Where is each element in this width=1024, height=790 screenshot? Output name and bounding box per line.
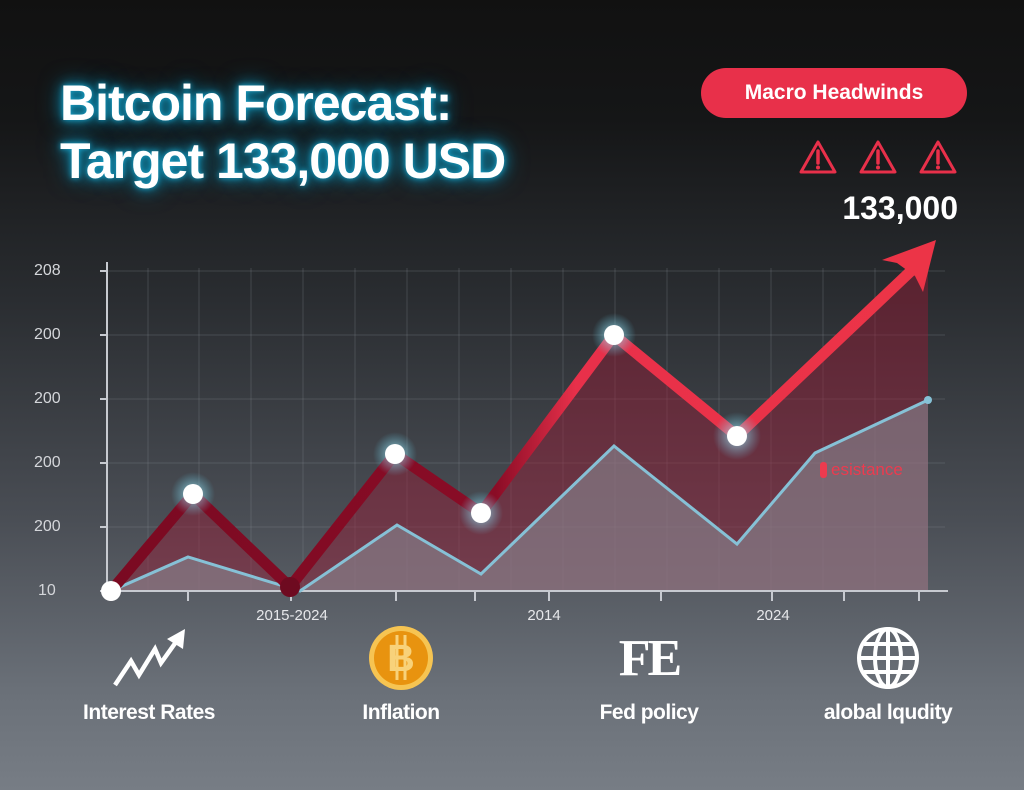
- y-tick-label: 200: [34, 454, 61, 471]
- title-line-1: Bitcoin Forecast:: [60, 75, 452, 131]
- baseline-series-line: [110, 398, 929, 593]
- y-tick-label: 10: [38, 582, 56, 599]
- target-value-label: 133,000: [842, 190, 958, 226]
- resistance-marker-icon: [820, 462, 827, 478]
- y-tick-label: 208: [34, 262, 61, 279]
- forecast-series-line: [106, 266, 916, 596]
- forecast-arrow-head: [882, 240, 936, 292]
- page-title: Bitcoin Forecast: Target 133,000 USD: [60, 74, 506, 190]
- macro-headwinds-badge: Macro Headwinds: [701, 68, 967, 118]
- svg-text:B: B: [387, 638, 414, 680]
- factor-interest-rates: Interest Rates: [49, 625, 249, 725]
- factor-fed-policy: FE Fed policy: [549, 625, 749, 725]
- forecast-markers: [101, 313, 761, 601]
- x-tick-label: 2014: [527, 607, 561, 624]
- x-tick-label: 2015-2024: [256, 607, 328, 624]
- factor-label: Fed policy: [599, 701, 699, 724]
- y-tick-label: 200: [34, 326, 61, 343]
- factor-label: Inflation: [362, 701, 440, 724]
- title-line-2: Target 133,000 USD: [60, 133, 506, 189]
- forecast-area: [111, 255, 928, 591]
- baseline-area: [111, 400, 928, 591]
- baseline-end-point: [924, 396, 932, 404]
- axes: [100, 262, 948, 601]
- x-tick-label: 2024: [756, 607, 790, 624]
- factor-label: alobal lqudity: [823, 701, 953, 724]
- y-tick-label: 200: [34, 390, 61, 407]
- warning-triangle-icon: [799, 140, 837, 174]
- resistance-annotation: esistance: [820, 460, 903, 480]
- warning-triangle-icon: [919, 140, 957, 174]
- factor-inflation: B Inflation: [301, 625, 501, 725]
- bitcoin-icon: B: [368, 625, 434, 691]
- y-tick-label: 200: [34, 518, 61, 535]
- warning-triangle-icon: [859, 140, 897, 174]
- factor-label: Interest Rates: [83, 701, 215, 724]
- factor-global-liquidity: alobal lqudity: [788, 625, 988, 725]
- fe-letters-icon: FE: [618, 629, 682, 687]
- warning-icons: [798, 139, 958, 175]
- globe-icon: [855, 625, 921, 691]
- resistance-label: esistance: [831, 460, 903, 479]
- trending-up-icon: [109, 625, 189, 691]
